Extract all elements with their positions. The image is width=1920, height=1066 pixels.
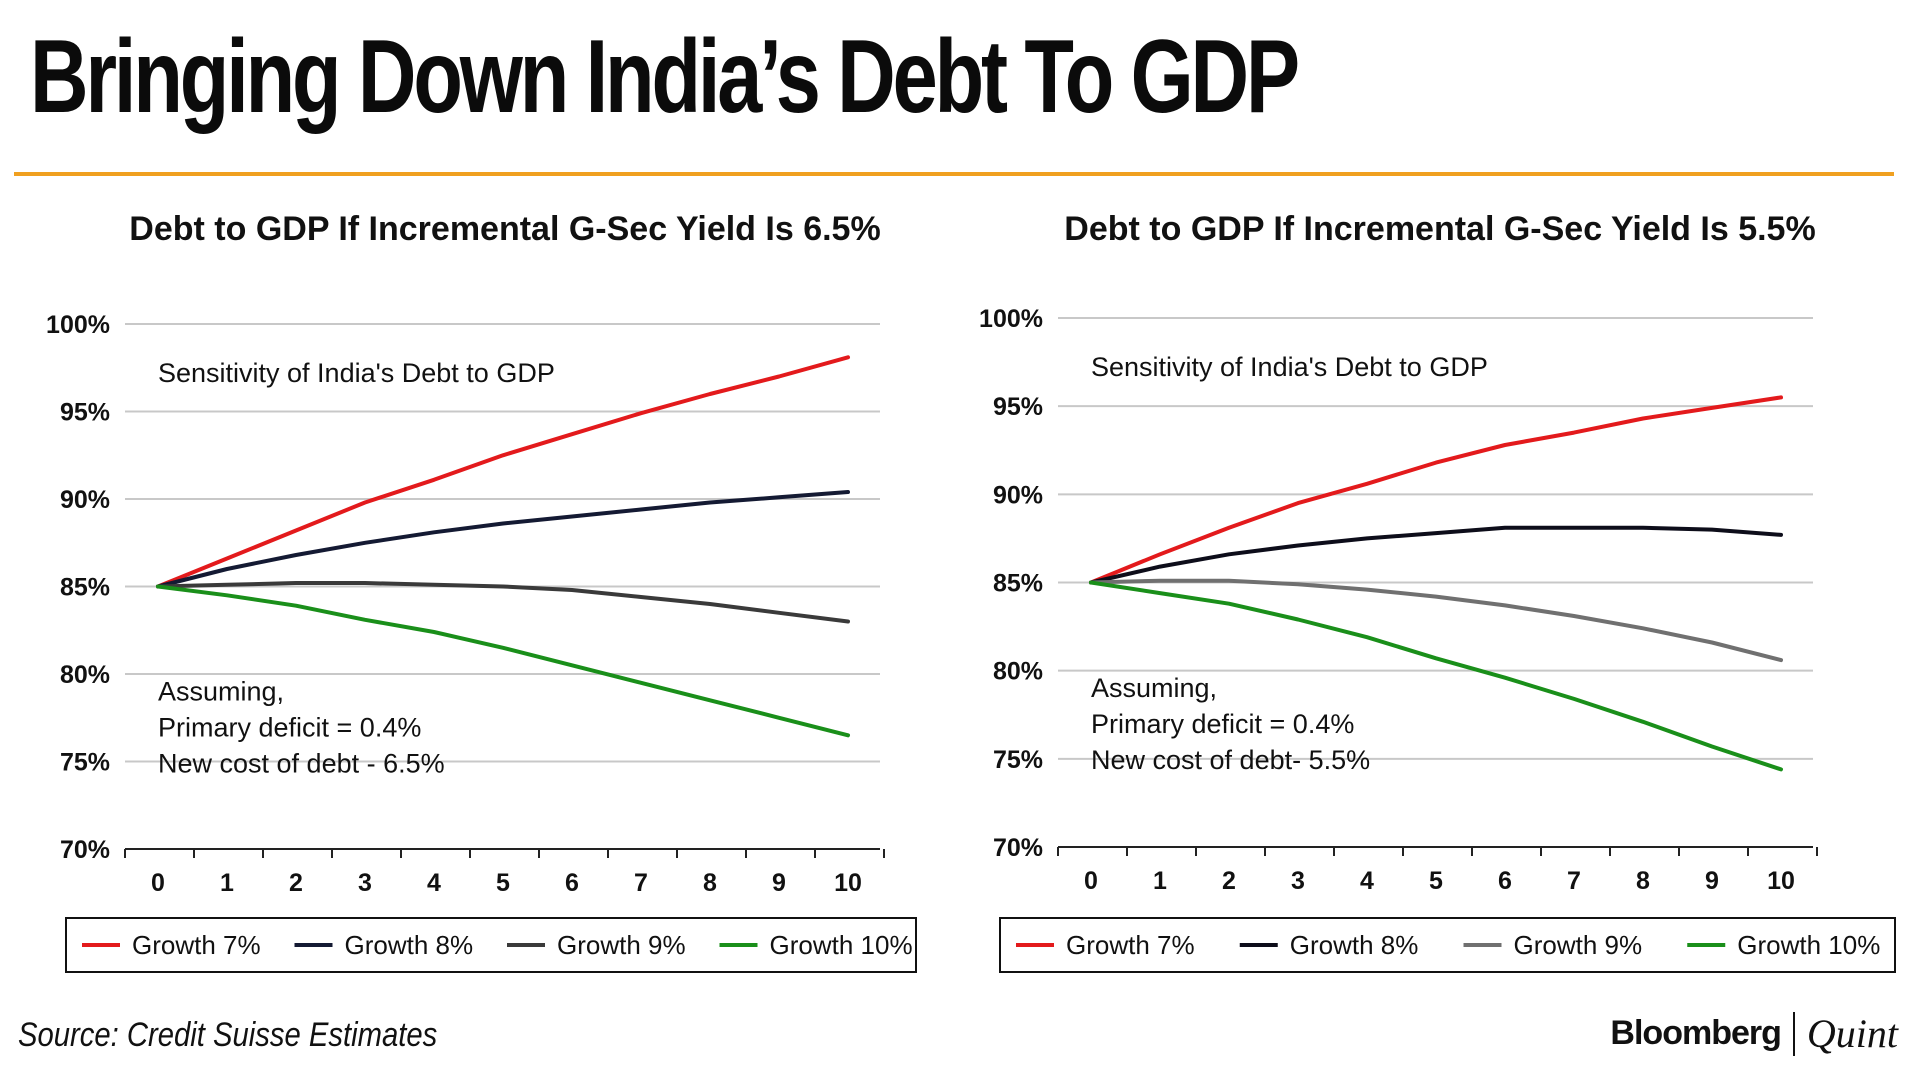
x-tick-label: 3 bbox=[358, 869, 372, 897]
y-tick-label: 85% bbox=[60, 574, 110, 602]
chart-left: Debt to GDP If Incremental G-Sec Yield I… bbox=[46, 210, 917, 973]
assumption-text: New cost of debt - 6.5% bbox=[158, 748, 445, 778]
legend-label: Growth 10% bbox=[770, 930, 913, 960]
brand-primary: Bloomberg bbox=[1610, 1014, 1781, 1052]
legend-label: Growth 8% bbox=[1290, 930, 1419, 960]
brand-logo: Bloomberg Quint bbox=[1610, 1010, 1898, 1057]
brand-divider bbox=[1792, 1011, 1795, 1056]
y-tick-label: 80% bbox=[60, 661, 110, 689]
x-tick-label: 10 bbox=[1767, 867, 1795, 895]
y-tick-label: 90% bbox=[993, 481, 1043, 509]
series-line bbox=[1089, 580, 1783, 772]
assumption-text: Primary deficit = 0.4% bbox=[158, 712, 421, 742]
x-tick-label: 10 bbox=[834, 869, 862, 897]
series-line bbox=[156, 581, 850, 624]
y-tick-label: 100% bbox=[979, 305, 1043, 333]
chart-title: Debt to GDP If Incremental G-Sec Yield I… bbox=[129, 210, 880, 248]
assumption-text: Assuming, bbox=[158, 676, 284, 706]
chart-subtitle: Sensitivity of India's Debt to GDP bbox=[158, 358, 555, 388]
y-tick-label: 85% bbox=[993, 570, 1043, 598]
series-line bbox=[156, 355, 850, 589]
chart-right: Debt to GDP If Incremental G-Sec Yield I… bbox=[979, 210, 1896, 973]
accent-rule bbox=[14, 172, 1894, 176]
assumption-text: Primary deficit = 0.4% bbox=[1091, 709, 1354, 739]
legend-box bbox=[999, 917, 1896, 973]
legend-label: Growth 10% bbox=[1737, 930, 1880, 960]
y-tick-label: 70% bbox=[60, 836, 110, 864]
y-tick-label: 90% bbox=[60, 486, 110, 514]
x-tick-label: 4 bbox=[427, 869, 441, 897]
x-tick-label: 3 bbox=[1291, 867, 1305, 895]
legend-label: Growth 9% bbox=[1514, 930, 1643, 960]
chart-title: Debt to GDP If Incremental G-Sec Yield I… bbox=[1064, 210, 1815, 248]
legend-label: Growth 7% bbox=[132, 930, 261, 960]
x-tick-label: 2 bbox=[289, 869, 303, 897]
series-line bbox=[156, 584, 850, 738]
x-tick-label: 0 bbox=[1084, 867, 1098, 895]
legend-label: Growth 9% bbox=[557, 930, 686, 960]
brand-secondary: Quint bbox=[1806, 1011, 1898, 1056]
series-line bbox=[1089, 525, 1783, 585]
legend-label: Growth 7% bbox=[1066, 930, 1195, 960]
x-tick-label: 2 bbox=[1222, 867, 1236, 895]
y-tick-label: 80% bbox=[993, 658, 1043, 686]
x-tick-label: 0 bbox=[151, 869, 165, 897]
x-tick-label: 4 bbox=[1360, 867, 1374, 895]
y-tick-label: 100% bbox=[46, 311, 110, 339]
x-tick-label: 7 bbox=[1567, 867, 1581, 895]
x-tick-label: 7 bbox=[634, 869, 648, 897]
y-tick-label: 75% bbox=[60, 749, 110, 777]
x-tick-label: 9 bbox=[1705, 867, 1719, 895]
x-tick-label: 5 bbox=[1429, 867, 1443, 895]
x-tick-label: 1 bbox=[1153, 867, 1167, 895]
y-tick-label: 95% bbox=[993, 393, 1043, 421]
legend-label: Growth 8% bbox=[345, 930, 474, 960]
series-line bbox=[1089, 578, 1783, 663]
chart-subtitle: Sensitivity of India's Debt to GDP bbox=[1091, 352, 1488, 382]
series-line bbox=[156, 490, 850, 589]
x-tick-label: 6 bbox=[565, 869, 579, 897]
x-tick-label: 5 bbox=[496, 869, 510, 897]
assumption-text: Assuming, bbox=[1091, 673, 1217, 703]
y-tick-label: 70% bbox=[993, 834, 1043, 862]
x-tick-label: 8 bbox=[1636, 867, 1650, 895]
x-tick-label: 6 bbox=[1498, 867, 1512, 895]
x-tick-label: 1 bbox=[220, 869, 234, 897]
legend-box bbox=[65, 917, 917, 973]
headline: Bringing Down India’s Debt To GDP bbox=[30, 19, 1300, 135]
assumption-text: New cost of debt- 5.5% bbox=[1091, 745, 1370, 775]
x-tick-label: 8 bbox=[703, 869, 717, 897]
series-line bbox=[1089, 395, 1783, 585]
y-tick-label: 95% bbox=[60, 399, 110, 427]
y-tick-label: 75% bbox=[993, 746, 1043, 774]
x-tick-label: 9 bbox=[772, 869, 786, 897]
source-note: Source: Credit Suisse Estimates bbox=[18, 1016, 438, 1054]
